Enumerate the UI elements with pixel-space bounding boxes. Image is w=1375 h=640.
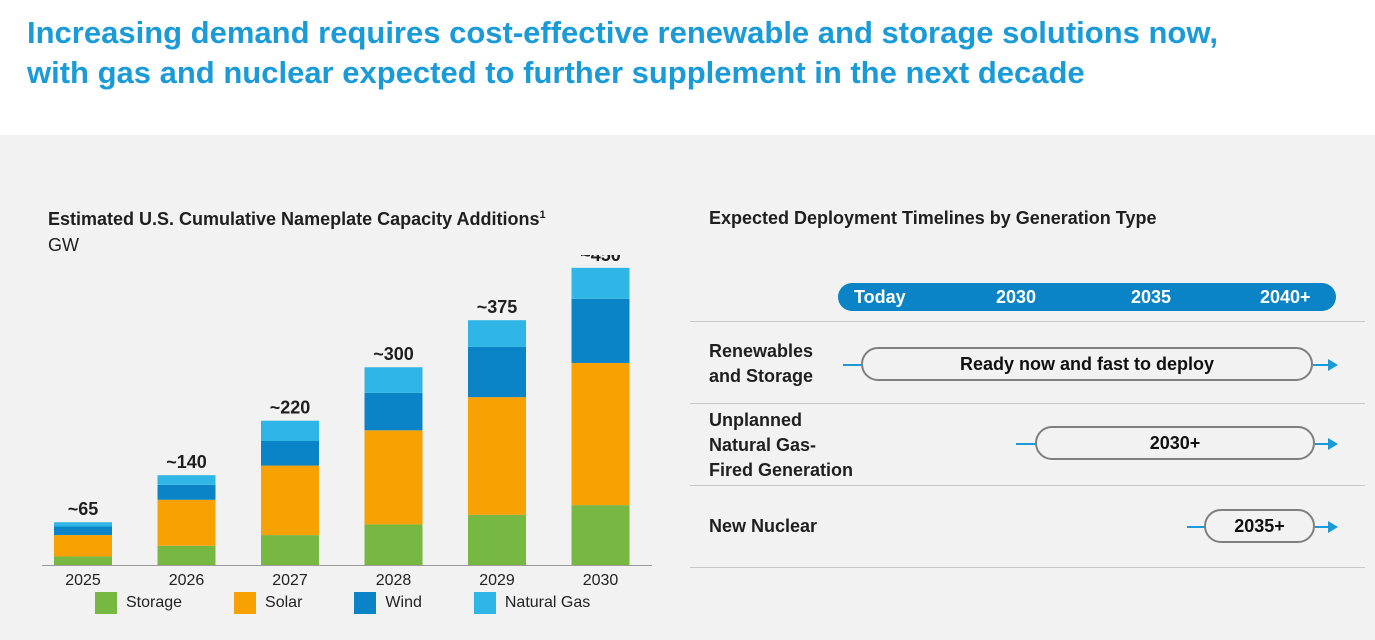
row-label-line: Natural Gas- [709,435,817,455]
arrow-right-icon [1328,438,1338,450]
legend-item-natural-gas: Natural Gas [473,592,591,614]
timeline-tick-2030: 2030 [996,287,1037,307]
bar-segment-solar [261,465,319,536]
timeline-divider [690,485,1365,486]
timeline-divider [690,321,1365,322]
x-tick-label: 2028 [376,572,412,589]
legend-swatch-solar [234,592,257,614]
row-label-line: Fired Generation [709,460,854,480]
bar-total-label: ~65 [68,499,99,519]
timeline-tick-2035: 2035 [1131,287,1172,307]
bar-segment-solar [468,397,526,515]
bar-total-label: ~140 [166,452,207,472]
bar-total-label: ~220 [270,398,311,418]
x-tick-label: 2025 [65,572,101,589]
timeline-divider [690,403,1365,404]
timeline-divider [690,567,1365,568]
bar-segment-wind [364,392,423,431]
row-label-line: Renewables [709,341,814,361]
arrow-shaft [1313,364,1329,366]
timeline-stem [843,364,863,366]
timeline-row-label-natural-gas: Unplanned Natural Gas- Fired Generation [709,408,853,483]
bar-segment-solar [364,430,423,525]
row-label-line: Unplanned [709,410,802,430]
headline-line-2: with gas and nuclear expected to further… [27,55,1085,90]
legend-item-wind: Wind [354,592,422,614]
bar-segment-natural-gas [157,475,216,485]
arrow-shaft [1315,526,1329,528]
timeline-axis-bar: Today 2030 2035 2040+ [838,283,1336,311]
bar-total-label: ~300 [373,344,414,364]
timeline-row-label-nuclear: New Nuclear [709,514,817,539]
bar-segment-solar [54,535,112,557]
row-label-line: New Nuclear [709,516,818,536]
timeline-tick-today: Today [854,287,906,307]
chart-footnote-marker: 1 [539,209,546,221]
bar-segment-wind [54,526,112,536]
timeline-stem [1187,526,1206,528]
bar-segment-storage [54,556,112,565]
pill-text: 2030+ [1149,432,1201,453]
legend-swatch-wind [354,592,377,614]
legend-label-natural-gas: Natural Gas [504,594,591,611]
pill-text: 2035+ [1234,515,1285,536]
chart-unit-label: GW [48,235,79,255]
legend-label-storage: Storage [126,594,183,611]
x-tick-label: 2027 [272,572,308,589]
bar-segment-storage [364,524,423,565]
arrow-right-icon [1328,359,1338,371]
bar-segment-natural-gas [364,367,423,393]
legend-label-solar: Solar [265,594,303,611]
bar-segment-natural-gas [261,420,319,441]
legend-swatch-natural-gas [473,592,496,614]
chart-legend: Storage Solar Wind Natural Gas [95,592,642,614]
row-label-line: and Storage [709,366,814,386]
timeline-stem [1016,443,1037,445]
bar-segment-wind [571,298,630,363]
legend-label-wind: Wind [385,594,422,611]
bar-segment-wind [261,441,319,466]
headline: Increasing demand requires cost-effectiv… [27,13,1347,93]
bar-total-label: ~450 [580,255,621,265]
chart-title-text: Estimated U.S. Cumulative Nameplate Capa… [48,209,540,229]
bar-segment-storage [571,505,630,565]
timeline-pill-renewables: Ready now and fast to deploy [861,347,1313,381]
bar-segment-natural-gas [468,320,526,347]
bar-segment-natural-gas [54,522,112,527]
timeline-tick-2040-plus: 2040+ [1260,287,1311,307]
timeline-pill-nuclear: 2035+ [1204,509,1315,543]
bar-segment-storage [157,545,216,565]
chart-title: Estimated U.S. Cumulative Nameplate Capa… [48,209,546,230]
arrow-shaft [1315,443,1329,445]
bar-segment-wind [157,484,216,500]
content-panel [0,135,1375,640]
legend-item-solar: Solar [234,592,302,614]
bar-segment-storage [468,514,526,565]
bar-segment-storage [261,535,319,565]
capacity-bar-chart: ~65 2025 ~140 2026 ~220 2027 ~300 2028 ~375 2029 ~… [42,255,652,589]
timeline-row-label-renewables: Renewables and Storage [709,339,813,389]
pill-text: Ready now and fast to deploy [959,353,1215,374]
x-tick-label: 2026 [169,572,205,589]
bar-segment-natural-gas [571,267,630,299]
arrow-right-icon [1328,521,1338,533]
timeline-pill-natural-gas: 2030+ [1035,426,1315,460]
bar-total-label: ~375 [477,297,518,317]
bar-segment-wind [468,346,526,398]
bar-segment-solar [157,499,216,546]
x-tick-label: 2029 [479,572,515,589]
bar-segment-solar [571,362,630,506]
timeline-title: Expected Deployment Timelines by Generat… [709,208,1157,228]
headline-line-1: Increasing demand requires cost-effectiv… [27,15,1218,50]
legend-swatch-storage [95,592,117,614]
x-tick-label: 2030 [583,572,619,589]
legend-item-storage: Storage [95,592,182,614]
